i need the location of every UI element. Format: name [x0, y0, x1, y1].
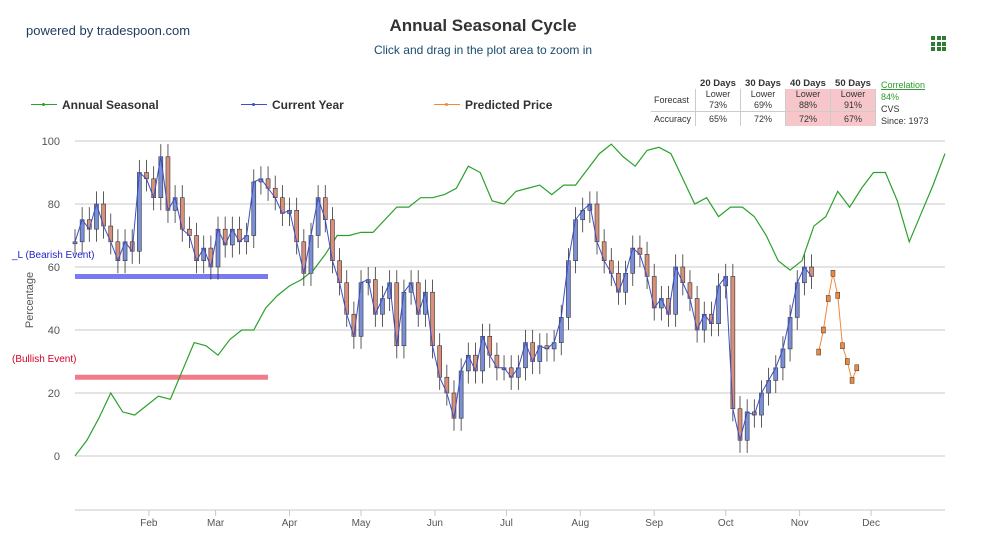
- x-tick-label: Feb: [140, 518, 158, 529]
- predicted-point: [830, 270, 836, 277]
- chart-subtitle: Click and drag in the plot area to zoom …: [373, 43, 593, 57]
- accuracy-label: Accuracy: [651, 111, 696, 126]
- y-tick-label: 40: [48, 325, 60, 337]
- series-annual-seasonal: [74, 143, 946, 457]
- legend-predicted-label: Predicted Price: [465, 98, 553, 112]
- predicted-point: [821, 326, 826, 334]
- x-tick-label: Dec: [862, 518, 880, 529]
- x-tick-label: Aug: [571, 518, 589, 529]
- candle-body: [72, 241, 78, 245]
- y-tick-label: 0: [54, 451, 60, 463]
- forecast-50: Lower 91%: [830, 89, 877, 112]
- legend-predicted-price[interactable]: Predicted Price: [434, 98, 552, 112]
- col-30-days: 30 Days: [745, 77, 781, 89]
- series-current-year: [74, 156, 812, 441]
- forecast-table: 20 Days 30 Days 40 Days 50 Days Forecast…: [651, 77, 877, 126]
- predicted-point: [849, 377, 855, 384]
- col-20-days: 20 Days: [700, 77, 736, 89]
- bullish-event-label: (Bullish Event): [12, 354, 77, 365]
- accuracy-40: 72%: [785, 111, 832, 126]
- y-tick-label: 60: [48, 262, 60, 274]
- current-year-candles: [72, 144, 814, 453]
- col-40-days: 40 Days: [790, 77, 826, 89]
- predicted-point: [835, 292, 840, 299]
- x-tick-label: Sep: [645, 518, 663, 529]
- predicted-point: [825, 295, 831, 302]
- predicted-point: [845, 358, 850, 365]
- y-tick-label: 20: [48, 388, 60, 400]
- predicted-point: [816, 348, 821, 356]
- col-50-days: 50 Days: [835, 77, 871, 89]
- bearish-event-label: _L (Bearish Event): [12, 250, 95, 261]
- legend-annual-seasonal[interactable]: Annual Seasonal: [31, 98, 159, 112]
- y-tick-label: 100: [42, 136, 60, 148]
- since-year: Since: 1973: [881, 116, 929, 126]
- legend-annual-label: Annual Seasonal: [62, 98, 159, 112]
- chart-title: Annual Seasonal Cycle: [389, 16, 577, 35]
- x-tick-label: Mar: [207, 518, 225, 529]
- correlation-value: 84%: [881, 92, 900, 102]
- x-tick-label: Nov: [791, 518, 809, 529]
- predicted-point: [854, 364, 860, 372]
- chart-menu-icon[interactable]: [931, 36, 946, 51]
- x-tick-label: Oct: [718, 518, 734, 529]
- ticker-symbol: CVS: [881, 104, 900, 114]
- forecast-label: Forecast: [654, 94, 690, 105]
- y-axis-title: Percentage: [24, 272, 36, 328]
- y-tick-label: 80: [48, 199, 60, 211]
- legend-current-year[interactable]: Current Year: [241, 98, 344, 112]
- current-line-icon: [241, 100, 267, 110]
- x-tick-label: Jul: [500, 518, 513, 529]
- correlation-box: Correlation 84% CVS Since: 1973: [881, 79, 929, 127]
- correlation-link[interactable]: Correlation: [881, 80, 926, 90]
- predicted-point: [840, 342, 845, 349]
- predicted-line-icon: [434, 100, 460, 110]
- legend-current-label: Current Year: [272, 98, 344, 112]
- x-tick-label: Apr: [282, 518, 298, 529]
- annual-line-icon: [31, 100, 57, 110]
- accuracy-50: 67%: [830, 111, 877, 126]
- x-tick-label: Jun: [427, 518, 443, 529]
- brand-text: powered by tradespoon.com: [26, 23, 191, 38]
- x-tick-label: May: [352, 518, 371, 529]
